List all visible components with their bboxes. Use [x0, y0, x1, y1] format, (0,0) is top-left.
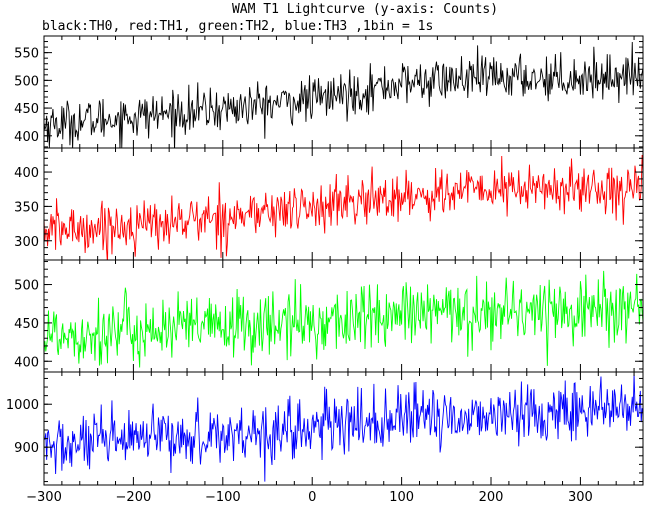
panel-th2: 400 450 500: [14, 259, 644, 373]
y-tick-label: 450: [14, 102, 39, 117]
panel-frame: [43, 371, 644, 486]
x-tick-label: 100: [389, 490, 414, 505]
x-tick-label: −200: [116, 490, 152, 505]
y-tick-label: 400: [14, 355, 39, 370]
y-tick-label: 450: [14, 317, 39, 332]
y-tick-label: 350: [14, 200, 39, 215]
y-tick-label: 900: [14, 441, 39, 456]
y-tick-label: 550: [14, 47, 39, 62]
y-tick-label: 1000: [6, 398, 39, 413]
x-tick-label: 0: [308, 490, 316, 505]
x-tick-label: 300: [568, 490, 593, 505]
y-tick-label: 400: [14, 130, 39, 145]
series-line-th2: [44, 270, 643, 368]
panel-th1: 300 350 400: [14, 147, 644, 261]
x-tick-label: −100: [205, 490, 241, 505]
y-tick-label: 400: [14, 166, 39, 181]
x-tick-label: 200: [479, 490, 504, 505]
y-tick-label: 300: [14, 235, 39, 250]
y-tick-label: 500: [14, 279, 39, 294]
panels-group: 4004505005503003504004004505009001000−30…: [6, 35, 644, 505]
chart-title: WAM T1 Lightcurve (y-axis: Counts): [232, 2, 498, 17]
panel-th0: 400 450 500 550: [14, 35, 644, 149]
x-tick-label: −300: [26, 490, 62, 505]
panel-th3: 900 1000: [6, 371, 644, 486]
series-line-th0: [44, 42, 643, 148]
y-tick-label: 500: [14, 74, 39, 89]
chart-subtitle: black:TH0, red:TH1, green:TH2, blue:TH3 …: [42, 19, 433, 34]
series-line-th1: [44, 155, 643, 260]
series-line-th3: [44, 373, 643, 482]
